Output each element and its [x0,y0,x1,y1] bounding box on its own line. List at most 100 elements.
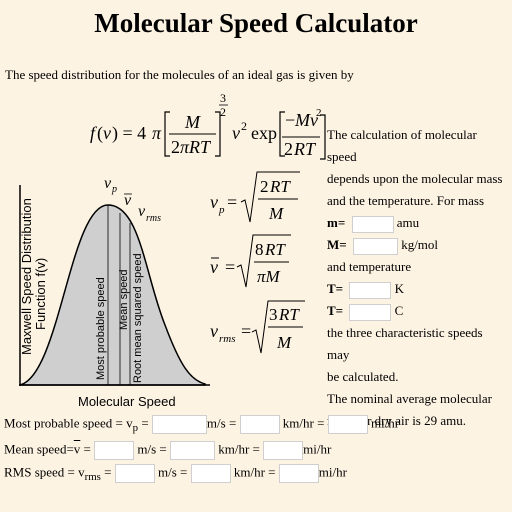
speed-distribution-graph: v p v v rms Most probable speed Mean spe… [19,175,210,409]
temp-intro: and temperature [327,259,412,274]
unit-ms: m/s = [137,441,167,457]
svg-text:2: 2 [260,177,269,196]
distribution-formula: f ( v ) = 4 π M 2 πRT 3 2 v 2 exp − Mv 2 [90,91,322,157]
curve-label-rms: Root mean squared speed [132,253,144,383]
equals-sign: = [141,415,149,431]
rms-label: RMS speed = v [4,464,85,480]
svg-text:−: − [285,110,295,130]
unit-ms: m/s = [157,464,188,480]
unit-ms: m/s = [206,415,237,431]
svg-text:v: v [124,192,132,209]
svg-text:v: v [210,321,218,341]
mass-amu-input[interactable] [351,215,394,233]
svg-text:p: p [111,184,117,195]
svg-text:rms: rms [219,333,236,345]
svg-text:v: v [232,123,240,143]
description-line: be calculated. [327,369,399,384]
svg-text:RT: RT [293,139,317,159]
molar-mass-input[interactable] [352,237,398,255]
svg-text:RT: RT [278,305,300,324]
unit-mihr: mi/hr [370,415,400,431]
svg-text:v: v [104,175,112,192]
svg-text:2: 2 [241,119,247,133]
vrms-subscript: rms [84,471,101,484]
svg-text:RT: RT [264,240,286,259]
T-unit: K [394,281,404,296]
vp-ms-output[interactable] [151,415,207,434]
equals-sign: = [104,464,112,480]
vp-kmhr-output[interactable] [239,415,280,434]
svg-text:=: = [225,257,235,277]
most-probable-speed-row: Most probable speed = vp = m/s = km/hr =… [4,415,399,434]
temperature-k-input[interactable] [349,281,392,299]
vrms-ms-output[interactable] [114,464,155,483]
svg-text:8: 8 [255,240,264,259]
svg-text:M: M [276,333,292,352]
m-label: m= [327,215,346,230]
vp-mihr-output[interactable] [327,415,368,434]
vrms-mihr-output[interactable] [278,464,319,483]
y-axis-label-2: Function f(v) [33,258,48,330]
description-line: the three characteristic speeds may [327,325,483,362]
T-label: T= [327,281,344,296]
svg-text:v: v [210,257,218,277]
svg-text:p: p [218,204,225,216]
M-label: M= [327,237,347,252]
description-line: and the temperature. For mass [327,193,485,208]
svg-text:rms: rms [146,213,161,224]
curve-label-mean: Mean speed [118,269,130,330]
unit-kmhr: km/hr = [233,464,276,480]
y-axis-label-1: Maxwell Speed Distribution [19,198,34,355]
temp-c-row: T= C [327,300,507,322]
curve-label-most-probable: Most probable speed [95,277,107,380]
description-line: The calculation of molecular speed [327,127,477,164]
unit-kmhr: km/hr = [282,415,325,431]
svg-text:=: = [241,321,251,341]
temperature-c-input[interactable] [349,303,392,321]
mass-amu-row: m= amu [327,212,507,234]
vrms-kmhr-output[interactable] [190,464,231,483]
svg-text:exp: exp [251,123,277,143]
svg-text:RT: RT [269,177,291,196]
page-title: Molecular Speed Calculator [94,8,418,38]
unit-mihr: mi/hr [303,441,332,457]
vbar-symbol: v [73,441,81,457]
temp-k-row: T= K [327,278,507,300]
svg-text:2: 2 [220,105,226,119]
svg-text:2: 2 [284,139,293,159]
svg-text:M: M [184,112,201,132]
svg-text:π: π [152,123,162,143]
m-unit: amu [396,215,420,230]
vmean-kmhr-output[interactable] [170,441,215,460]
unit-kmhr: km/hr = [218,441,260,457]
svg-text:2: 2 [316,107,322,119]
rms-speed-row: RMS speed = vrms = m/s = km/hr = mi/hr [4,464,347,483]
distribution-formula-end: 2 RT [282,114,326,160]
M-unit: kg/mol [401,237,439,252]
description-line: depends upon the molecular mass [327,171,503,186]
x-axis-label: Molecular Speed [78,394,176,409]
vmean-mihr-output[interactable] [263,441,304,460]
equals-sign: = [83,441,91,457]
svg-text:f: f [90,123,98,143]
speed-formulas: v p = 2 RT M v = 8 RT πM v rms = 3 RT M [210,171,305,354]
svg-text:πM: πM [257,267,281,286]
svg-text:v: v [210,192,218,212]
mean-speed-row: Mean speed=v = m/s = km/hr = mi/hr [4,441,331,460]
Tc-unit: C [394,303,404,318]
most-probable-label: Most probable speed = v [4,415,133,431]
svg-text:Mv: Mv [294,110,318,130]
mean-label: Mean speed= [4,441,74,457]
svg-text:3: 3 [269,305,278,324]
svg-text:=: = [227,192,237,212]
svg-text:v: v [138,203,146,220]
vp-subscript: p [132,422,139,435]
svg-text:3: 3 [220,91,226,105]
svg-text:2: 2 [171,137,180,157]
svg-text:) = 4: ) = 4 [112,123,146,144]
intro-text: The speed distribution for the molecules… [5,67,354,82]
Tc-label: T= [327,303,344,318]
unit-mihr: mi/hr [318,464,347,480]
vmean-ms-output[interactable] [94,441,135,460]
description-line: The nominal average molecular [327,391,492,406]
